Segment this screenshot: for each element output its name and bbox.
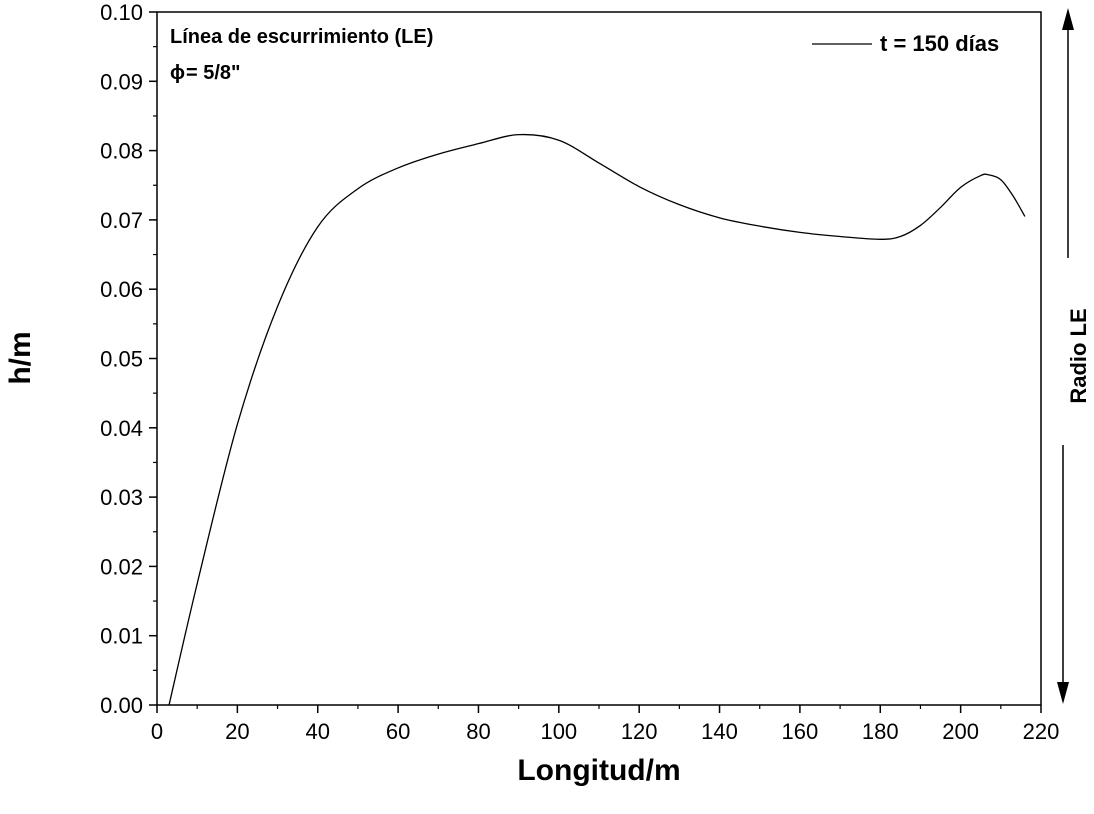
phi-symbol: ϕ [170, 62, 185, 84]
annotation-line-title: Línea de escurrimiento (LE) [170, 26, 433, 48]
x-tick-label: 160 [782, 719, 819, 744]
radio-arrow-down-head [1057, 682, 1069, 704]
y-tick-label: 0.03 [100, 485, 143, 510]
y-tick-label: 0.01 [100, 624, 143, 649]
y-tick-label: 0.10 [100, 0, 143, 25]
x-tick-label: 100 [540, 719, 577, 744]
y-tick-label: 0.02 [100, 554, 143, 579]
y-tick-label: 0.04 [100, 416, 143, 441]
x-tick-label: 200 [942, 719, 979, 744]
right-axis-title: Radio LE [1066, 308, 1091, 403]
y-tick-label: 0.06 [100, 277, 143, 302]
y-tick-label: 0.09 [100, 69, 143, 94]
x-tick-label: 60 [386, 719, 410, 744]
x-tick-label: 20 [225, 719, 249, 744]
x-tick-label: 80 [466, 719, 490, 744]
x-axis-ticks: 0 20 40 60 80 100 120 140 160 180 200 220 [151, 705, 1059, 744]
y-tick-label: 0.00 [100, 693, 143, 718]
y-tick-label: 0.07 [100, 208, 143, 233]
x-tick-label: 0 [151, 719, 163, 744]
x-tick-label: 180 [862, 719, 899, 744]
x-tick-label: 120 [621, 719, 658, 744]
x-tick-label: 140 [701, 719, 738, 744]
x-axis-title: Longitud/m [517, 754, 680, 787]
y-axis-ticks: 0.00 0.01 0.02 0.03 0.04 0.05 0.06 0.07 0.08 0.09… [100, 0, 157, 718]
y-tick-label: 0.08 [100, 139, 143, 164]
x-tick-label: 220 [1023, 719, 1060, 744]
radio-arrow-up-head [1062, 8, 1074, 30]
y-axis-title: h/m [4, 331, 37, 384]
y-tick-label: 0.05 [100, 347, 143, 372]
legend-label: t = 150 días [880, 31, 999, 56]
annotation-diameter: = 5/8" [186, 62, 241, 84]
x-tick-label: 40 [305, 719, 329, 744]
series-line-t150 [168, 133, 1026, 706]
plot-frame [156, 11, 1042, 706]
